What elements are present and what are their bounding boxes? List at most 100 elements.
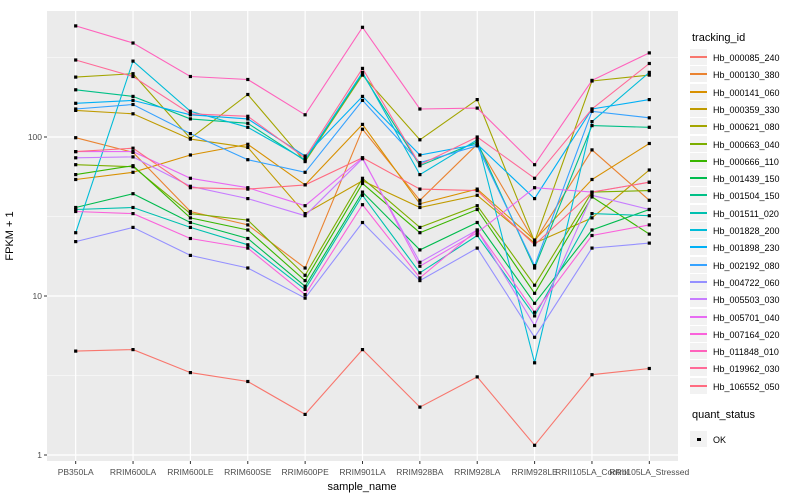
legend-line-swatch xyxy=(690,73,707,76)
x-tick-label-RRIM600SE: RRIM600SE xyxy=(224,467,272,477)
data-point xyxy=(647,116,651,120)
data-point xyxy=(590,78,594,82)
data-point xyxy=(647,223,651,227)
series-points-Hb_011848_010 xyxy=(74,24,651,167)
series-points-Hb_106552_050 xyxy=(74,146,651,247)
data-point xyxy=(188,153,192,157)
data-point xyxy=(74,88,78,92)
legend-line-swatch xyxy=(690,90,707,93)
data-point xyxy=(533,240,537,244)
data-point xyxy=(475,233,479,238)
legend-item-label: Hb_007164_020 xyxy=(713,329,780,340)
data-point xyxy=(418,205,422,210)
data-point xyxy=(533,324,537,328)
legend-item-label: Hb_001439_150 xyxy=(713,174,780,185)
data-point xyxy=(418,198,422,202)
legend-line-swatch xyxy=(690,332,707,335)
legend-item-label: Hb_011848_010 xyxy=(713,347,779,358)
data-point xyxy=(131,102,135,107)
data-point xyxy=(246,379,250,384)
data-point xyxy=(74,231,78,235)
data-point xyxy=(246,114,250,118)
data-point xyxy=(303,273,307,277)
legend-title-quant-status: quant_status xyxy=(692,409,755,421)
data-point xyxy=(74,177,78,182)
data-point xyxy=(74,349,78,353)
series-points-Hb_004722_060 xyxy=(74,220,651,339)
data-point xyxy=(533,186,537,190)
data-point xyxy=(360,190,365,194)
data-point xyxy=(188,209,192,214)
data-point xyxy=(246,243,250,247)
series-points-Hb_001828_200 xyxy=(74,59,651,365)
legend-line-swatch xyxy=(690,229,707,231)
data-point xyxy=(131,150,135,154)
legend-item-label: Hb_001898_230 xyxy=(713,243,780,254)
data-point xyxy=(303,113,307,117)
data-point xyxy=(590,228,594,232)
data-point xyxy=(647,51,651,55)
x-tick-label-RRII105LA_Control: RRII105LA_Control xyxy=(555,467,629,477)
data-point xyxy=(590,109,594,113)
data-point xyxy=(74,75,78,79)
data-point xyxy=(74,209,78,214)
data-point xyxy=(418,202,422,206)
data-point xyxy=(360,66,365,70)
legend-item-label: OK xyxy=(713,435,727,445)
data-point xyxy=(647,232,651,236)
series-points-Hb_002192_080 xyxy=(74,98,651,268)
data-point xyxy=(418,107,422,111)
data-point xyxy=(418,248,422,252)
data-point xyxy=(246,223,250,227)
data-point xyxy=(418,260,422,264)
legend-line-swatch xyxy=(690,125,707,128)
legend-line-swatch xyxy=(690,280,707,283)
data-point xyxy=(74,207,78,212)
data-point xyxy=(475,98,479,102)
data-point xyxy=(303,156,307,160)
data-point xyxy=(647,214,651,218)
legend-line-swatch xyxy=(690,159,707,162)
legend-item-label: Hb_106552_050 xyxy=(713,381,780,392)
data-point xyxy=(590,190,594,194)
y-tick-label: 1 xyxy=(37,450,42,460)
data-point xyxy=(533,335,537,339)
data-point xyxy=(131,98,135,102)
data-point xyxy=(74,163,78,167)
data-point xyxy=(360,70,365,74)
data-point xyxy=(590,216,594,220)
data-point xyxy=(303,279,307,283)
legend-item-label: Hb_000085_240 xyxy=(713,53,780,63)
data-point xyxy=(74,107,78,111)
data-point xyxy=(246,266,250,270)
data-point xyxy=(131,72,135,76)
data-point xyxy=(74,240,78,244)
data-point xyxy=(246,218,250,222)
data-point xyxy=(418,276,422,280)
data-point xyxy=(418,279,422,283)
data-point xyxy=(360,156,365,160)
data-point xyxy=(590,107,594,111)
legend-item-label: Hb_000141_060 xyxy=(713,87,780,98)
data-point xyxy=(74,173,78,177)
legend-item-label: Hb_001511_020 xyxy=(713,208,779,219)
data-point xyxy=(475,135,479,139)
data-point xyxy=(360,25,365,29)
series-points-Hb_001511_020 xyxy=(74,193,651,318)
data-point xyxy=(246,236,250,241)
data-point xyxy=(246,187,250,191)
data-point xyxy=(418,405,422,409)
data-point xyxy=(188,371,192,375)
data-point xyxy=(131,164,135,168)
data-point xyxy=(246,92,250,97)
data-point xyxy=(475,207,479,212)
data-point xyxy=(188,74,192,79)
data-point xyxy=(475,193,479,197)
y-tick-label: 100 xyxy=(27,132,42,142)
data-point xyxy=(475,220,479,225)
data-point xyxy=(475,228,479,232)
data-point xyxy=(188,225,192,229)
legend-item-label: Hb_001504_150 xyxy=(713,191,780,202)
data-point xyxy=(475,204,479,208)
